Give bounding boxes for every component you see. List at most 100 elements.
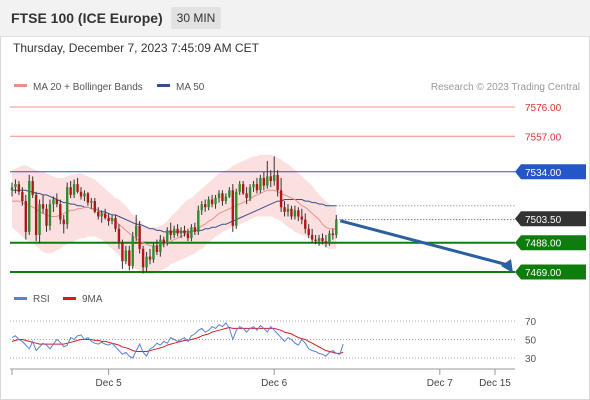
candle-body	[248, 187, 252, 198]
candle-body	[193, 227, 197, 232]
candle-body	[21, 191, 24, 202]
candle-body	[79, 191, 83, 197]
candle-body	[138, 225, 141, 249]
candle-body	[317, 238, 321, 242]
rsi-line	[11, 322, 344, 359]
legend-label: MA 20 + Bollinger Bands	[33, 82, 143, 93]
rsi-9ma-line	[11, 326, 344, 354]
price-tag-label: 7488.00	[525, 239, 562, 250]
candle-body	[335, 219, 338, 235]
rsi-legend-swatch	[14, 297, 27, 300]
candle-body	[286, 208, 290, 212]
candle-body	[221, 193, 224, 202]
candle-body	[155, 245, 159, 252]
price-tag-label: 7469.00	[525, 268, 562, 279]
candle-body	[204, 204, 207, 208]
candle-body	[131, 236, 134, 266]
legend-swatch	[14, 84, 27, 87]
candle-body	[273, 174, 276, 182]
candle-body	[76, 184, 79, 192]
candle-body	[276, 174, 279, 191]
candle-body	[307, 228, 310, 235]
candle-body	[283, 207, 286, 212]
candle-body	[34, 194, 38, 235]
credit-text: Research © 2023 Trading Central	[431, 82, 580, 93]
candle-body	[41, 204, 45, 209]
candle-body	[169, 230, 172, 235]
candle-body	[331, 233, 335, 235]
candle-body	[172, 228, 176, 235]
price-label: 7576.00	[525, 103, 562, 114]
candle-body	[28, 181, 31, 232]
candle-body	[269, 176, 272, 182]
candle-body	[207, 199, 210, 208]
candle-body	[290, 208, 293, 217]
rsi-level-label: 30	[525, 354, 537, 365]
candle-body	[103, 213, 107, 219]
x-axis-label: Dec 7	[427, 378, 454, 389]
candle-body	[59, 204, 62, 220]
candle-body	[190, 227, 193, 239]
candle-body	[66, 187, 69, 225]
rsi-legend-label: RSI	[33, 294, 50, 305]
legend-label: MA 50	[176, 82, 205, 93]
timeframe-button[interactable]: 30 MIN	[171, 7, 221, 29]
price-tag-label: 7534.00	[525, 168, 562, 179]
candle-body	[24, 201, 27, 232]
candle-body	[159, 239, 162, 252]
candle-body	[93, 201, 96, 212]
candle-body	[31, 181, 34, 195]
candle-body	[17, 184, 21, 192]
candle-body	[14, 184, 17, 188]
candle-body	[262, 177, 266, 186]
candle-body	[97, 211, 100, 217]
candle-body	[297, 210, 300, 217]
candle-body	[55, 199, 59, 205]
candle-body	[279, 190, 283, 208]
candle-body	[186, 233, 190, 239]
candle-body	[145, 256, 148, 268]
price-tag-bg	[515, 264, 586, 280]
candle-body	[135, 225, 138, 237]
candle-body	[266, 176, 269, 186]
candle-body	[241, 184, 245, 194]
candle-body	[86, 193, 90, 203]
candle-body	[217, 193, 221, 198]
legend-swatch	[157, 84, 170, 87]
price-label: 7557.00	[525, 132, 562, 143]
candle-body	[62, 219, 65, 225]
candle-body	[245, 193, 248, 198]
candle-body	[293, 210, 297, 217]
projection-arrow	[339, 219, 509, 267]
candle-body	[176, 228, 179, 234]
rsi-level-label: 50	[525, 336, 537, 347]
candle-body	[300, 216, 303, 220]
candle-body	[197, 210, 200, 232]
chart-header: FTSE 100 (ICE Europe) 30 MIN	[0, 0, 590, 37]
price-tag-bg	[515, 211, 586, 227]
candle-body	[183, 230, 186, 234]
candle-body	[231, 190, 234, 226]
candle-body	[214, 197, 217, 205]
rsi-legend-label: 9MA	[82, 294, 103, 305]
candle-body	[259, 177, 262, 191]
candle-body	[69, 187, 72, 195]
candle-body	[124, 250, 128, 262]
candle-body	[10, 187, 14, 191]
candle-body	[83, 193, 86, 197]
candle-body	[128, 250, 131, 266]
candle-body	[45, 208, 48, 226]
projection-arrowhead	[501, 259, 513, 273]
candle-body	[166, 230, 169, 243]
candle-body	[235, 191, 238, 226]
candle-body	[114, 218, 117, 229]
instrument-title: FTSE 100 (ICE Europe)	[11, 10, 163, 26]
candle-body	[152, 245, 155, 260]
candle-body	[110, 218, 114, 222]
timestamp: Thursday, December 7, 2023 7:45:09 AM CE…	[13, 41, 259, 55]
x-axis-label: Dec 15	[479, 378, 511, 389]
candle-body	[117, 228, 121, 243]
x-axis-label: Dec 5	[96, 378, 123, 389]
candle-body	[107, 218, 110, 222]
